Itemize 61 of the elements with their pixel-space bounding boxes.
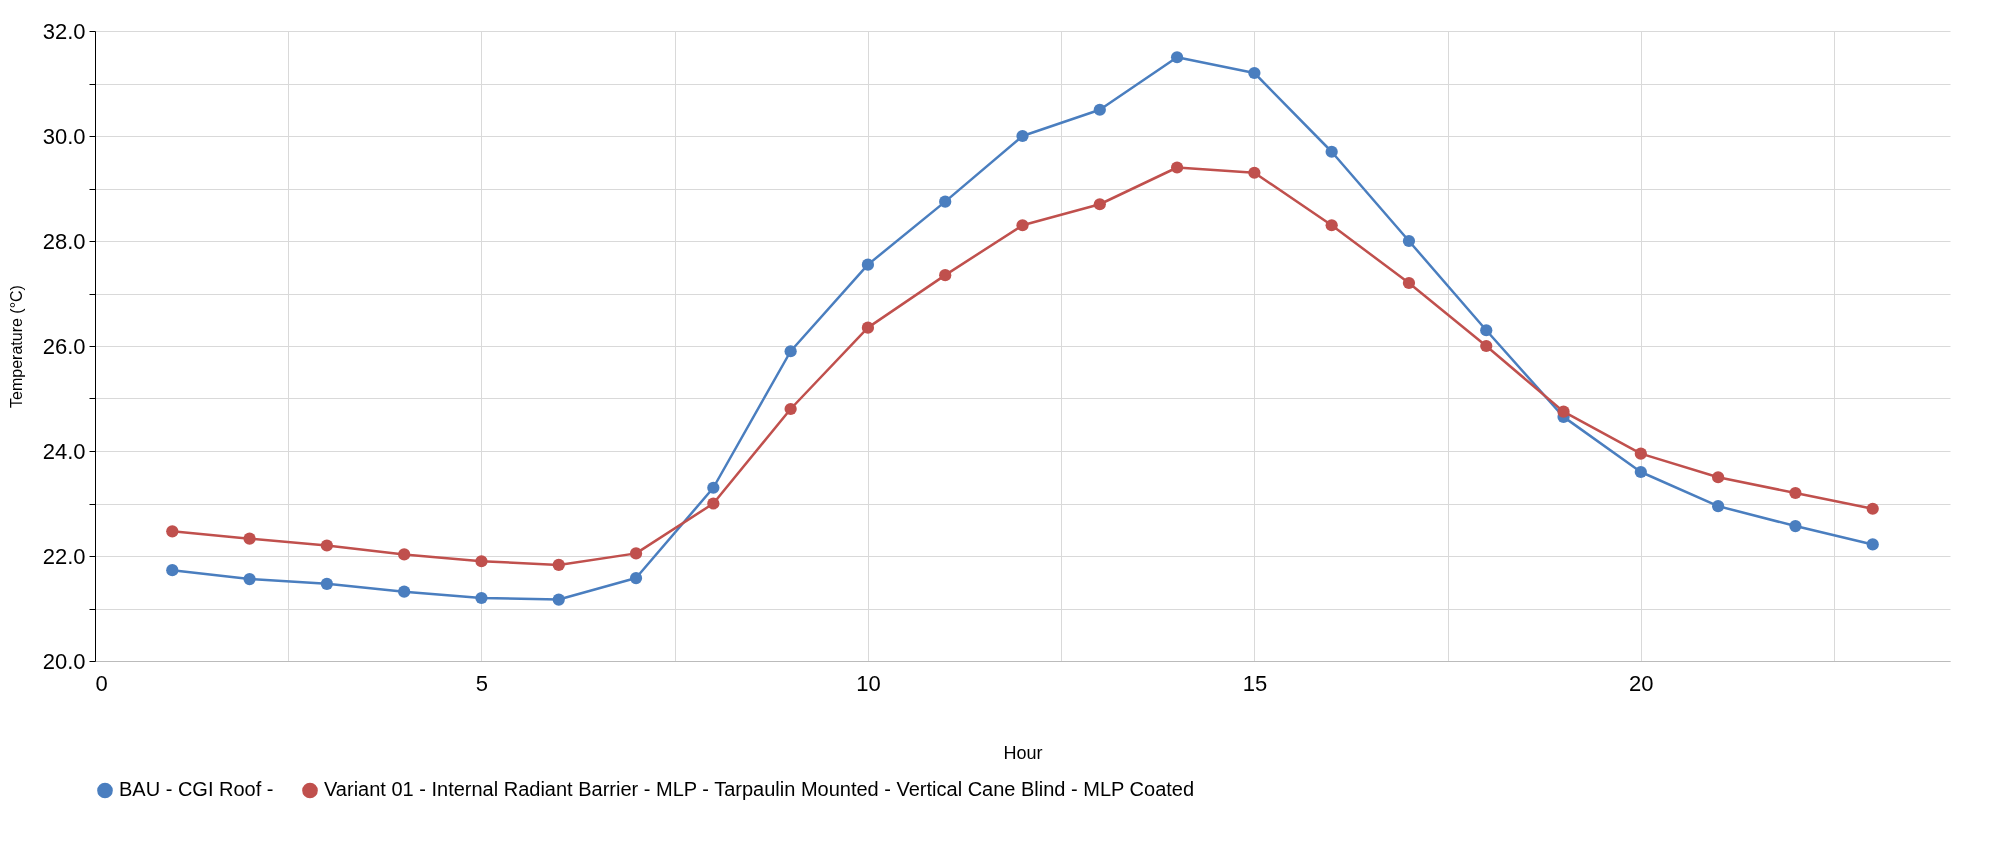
point xyxy=(1402,276,1416,290)
point xyxy=(784,402,797,416)
point xyxy=(398,585,411,598)
y-tick-label: 20.0 xyxy=(42,648,86,674)
point xyxy=(1712,471,1725,484)
legend-label: Variant 01 - Internal Radiant Barrier - MLP - Tarpaulin Mounted - Vertical Cane Blind - MLP Coated xyxy=(324,778,1195,801)
y-axis-title: Temperature (°C) xyxy=(7,285,25,408)
y-tick-label: 30.0 xyxy=(42,123,86,149)
point xyxy=(784,345,797,358)
point xyxy=(243,532,256,545)
point xyxy=(1016,219,1029,232)
point xyxy=(1248,66,1261,80)
point xyxy=(552,558,565,572)
point xyxy=(861,321,875,334)
point xyxy=(1712,500,1725,513)
point xyxy=(1789,519,1802,533)
point xyxy=(707,481,720,494)
point xyxy=(861,258,875,271)
point xyxy=(1789,486,1802,500)
point xyxy=(166,525,179,538)
point xyxy=(1325,219,1338,232)
point xyxy=(1093,198,1106,211)
point xyxy=(475,591,488,605)
point xyxy=(320,577,333,590)
x-tick-label: 0 xyxy=(95,670,108,696)
point xyxy=(1093,103,1106,116)
y-tick-label: 28.0 xyxy=(42,228,86,254)
point xyxy=(1016,129,1029,143)
x-axis-title: Hour xyxy=(1003,742,1043,763)
point xyxy=(1480,324,1493,337)
point xyxy=(1325,145,1338,158)
point xyxy=(320,539,333,552)
point xyxy=(475,555,488,568)
point xyxy=(939,269,952,282)
point xyxy=(243,572,256,586)
y-tick-label: 24.0 xyxy=(42,438,86,464)
point xyxy=(629,571,643,585)
point xyxy=(1557,405,1570,418)
point xyxy=(629,547,643,560)
point xyxy=(166,564,179,577)
x-tick-label: 15 xyxy=(1242,670,1268,696)
point xyxy=(707,497,720,510)
point xyxy=(1634,465,1647,479)
point xyxy=(1634,447,1647,460)
legend-label: BAU - CGI Roof - xyxy=(119,778,274,801)
point xyxy=(552,593,565,606)
x-tick-label: 10 xyxy=(856,670,881,696)
point xyxy=(1480,339,1493,353)
point xyxy=(939,195,952,208)
point xyxy=(1170,51,1184,64)
point xyxy=(1170,161,1184,174)
y-tick-label: 26.0 xyxy=(42,333,86,359)
point xyxy=(1402,234,1416,248)
x-tick-label: 5 xyxy=(475,670,489,696)
y-tick-label: 22.0 xyxy=(42,543,86,569)
point xyxy=(398,548,411,561)
point xyxy=(1866,538,1879,551)
point xyxy=(1866,502,1879,515)
x-tick-label: 20 xyxy=(1629,670,1654,696)
point xyxy=(1248,166,1261,179)
y-tick-label: 32.0 xyxy=(42,18,86,44)
